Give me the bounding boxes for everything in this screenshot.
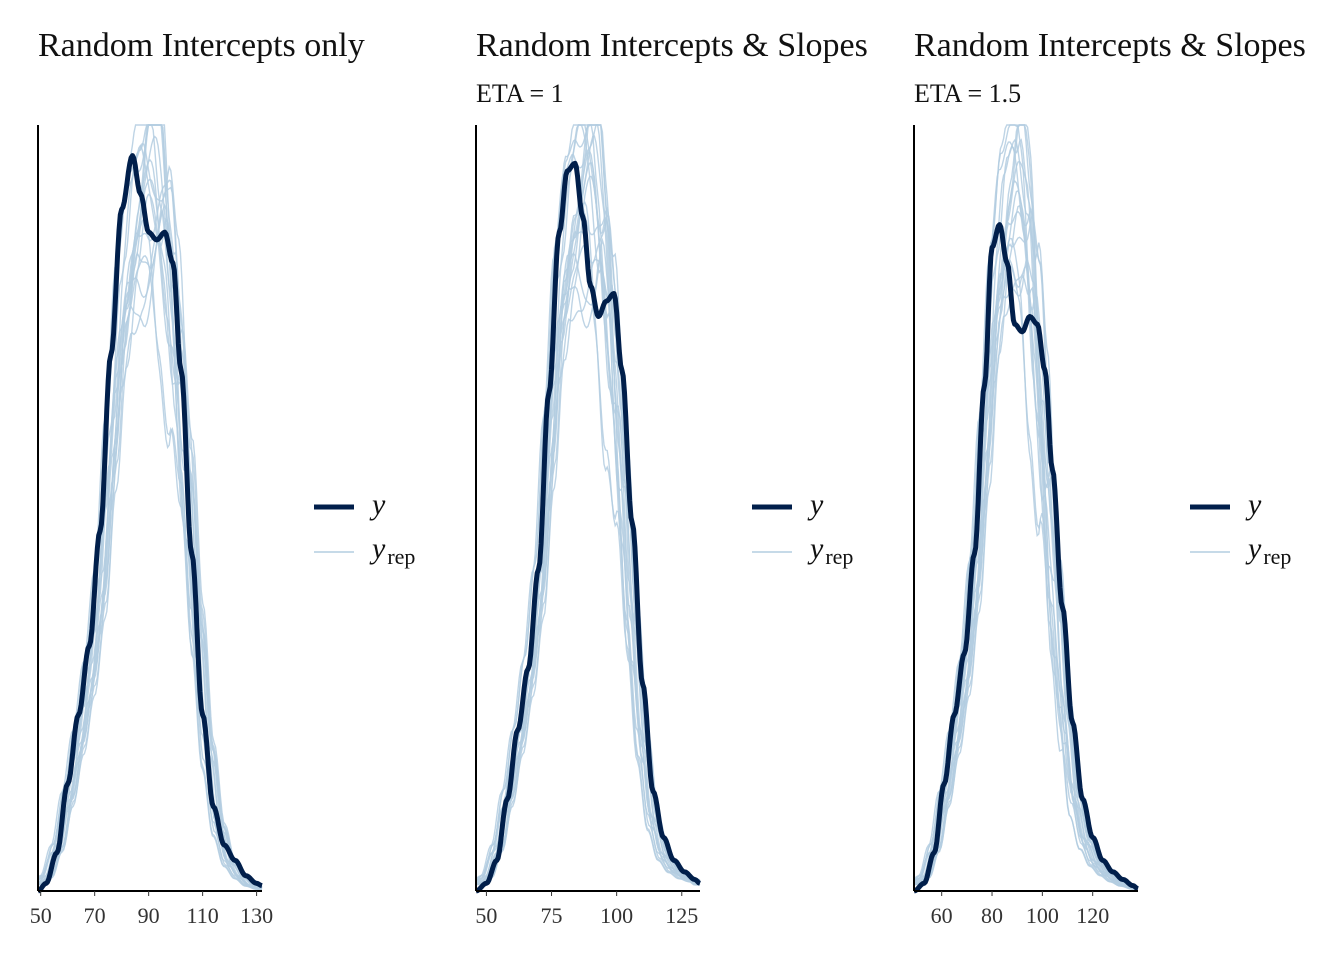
yrep-density-line — [914, 124, 1139, 889]
panel-1: Random Intercepts only 50 70 90 110 130 — [30, 27, 365, 928]
legend-y-label: y — [1245, 488, 1262, 521]
legend-yrep-symbol: y — [807, 532, 824, 565]
legend-yrep-symbol: y — [369, 532, 386, 565]
y-density-line — [912, 222, 1140, 894]
panel-2-title: Random Intercepts & Slopes — [476, 27, 868, 64]
panel-3-subtitle: ETA = 1.5 — [914, 79, 1021, 108]
yrep-density-line — [38, 135, 263, 890]
panel-3-legend: y yrep — [1190, 488, 1291, 569]
yrep-density-line — [38, 178, 263, 890]
yrep-density-line — [37, 255, 262, 890]
x-tick-label: 70 — [84, 903, 106, 928]
legend-yrep-label: yrep — [369, 532, 415, 569]
panel-3-x-ticks: 60 80 100 120 — [931, 891, 1109, 928]
yrep-density-line — [914, 204, 1139, 889]
panel-3-curves — [912, 124, 1140, 894]
panel-1-x-ticks: 50 70 90 110 130 — [30, 891, 273, 928]
y-density-line — [474, 160, 702, 894]
x-tick-label: 50 — [30, 903, 52, 928]
yrep-density-line — [38, 193, 263, 889]
yrep-density-line — [914, 207, 1139, 889]
panel-2-legend: y yrep — [752, 488, 853, 569]
yrep-density-line — [37, 202, 263, 890]
legend-yrep-subscript: rep — [825, 544, 853, 569]
panel-2-curves — [474, 124, 702, 894]
panel-3: Random Intercepts & Slopes ETA = 1.5 60 8… — [912, 27, 1306, 928]
legend-yrep-label: yrep — [1245, 532, 1291, 569]
legend-yrep-label: yrep — [807, 532, 853, 569]
legend-yrep-subscript: rep — [387, 544, 415, 569]
panel-1-legend: y yrep — [314, 488, 415, 569]
x-tick-label: 110 — [187, 903, 219, 928]
yrep-density-line — [914, 189, 1139, 890]
x-tick-label: 100 — [1026, 903, 1059, 928]
yrep-density-line — [38, 179, 263, 889]
yrep-density-line — [475, 124, 700, 884]
yrep-density-line — [913, 265, 1138, 890]
x-tick-label: 60 — [931, 903, 953, 928]
legend-y-label: y — [807, 488, 824, 521]
x-tick-label: 125 — [665, 903, 698, 928]
panel-3-title: Random Intercepts & Slopes — [914, 27, 1306, 64]
x-tick-label: 75 — [541, 903, 563, 928]
legend-yrep-subscript: rep — [1263, 544, 1291, 569]
yrep-density-line — [38, 186, 263, 888]
x-tick-label: 50 — [475, 903, 497, 928]
legend-y-label: y — [369, 488, 386, 521]
x-tick-label: 80 — [981, 903, 1003, 928]
x-tick-label: 130 — [240, 903, 273, 928]
x-tick-label: 100 — [600, 903, 633, 928]
panel-2-subtitle: ETA = 1 — [476, 79, 564, 108]
panel-2: Random Intercepts & Slopes ETA = 1 50 75 1… — [474, 27, 868, 928]
legend-yrep-symbol: y — [1245, 532, 1262, 565]
x-tick-label: 120 — [1076, 903, 1109, 928]
y-density-line — [36, 153, 264, 894]
x-tick-label: 90 — [138, 903, 160, 928]
panel-2-x-ticks: 50 75 100 125 — [475, 891, 698, 928]
panel-1-title: Random Intercepts only — [38, 27, 365, 64]
panel-1-curves — [36, 124, 264, 894]
